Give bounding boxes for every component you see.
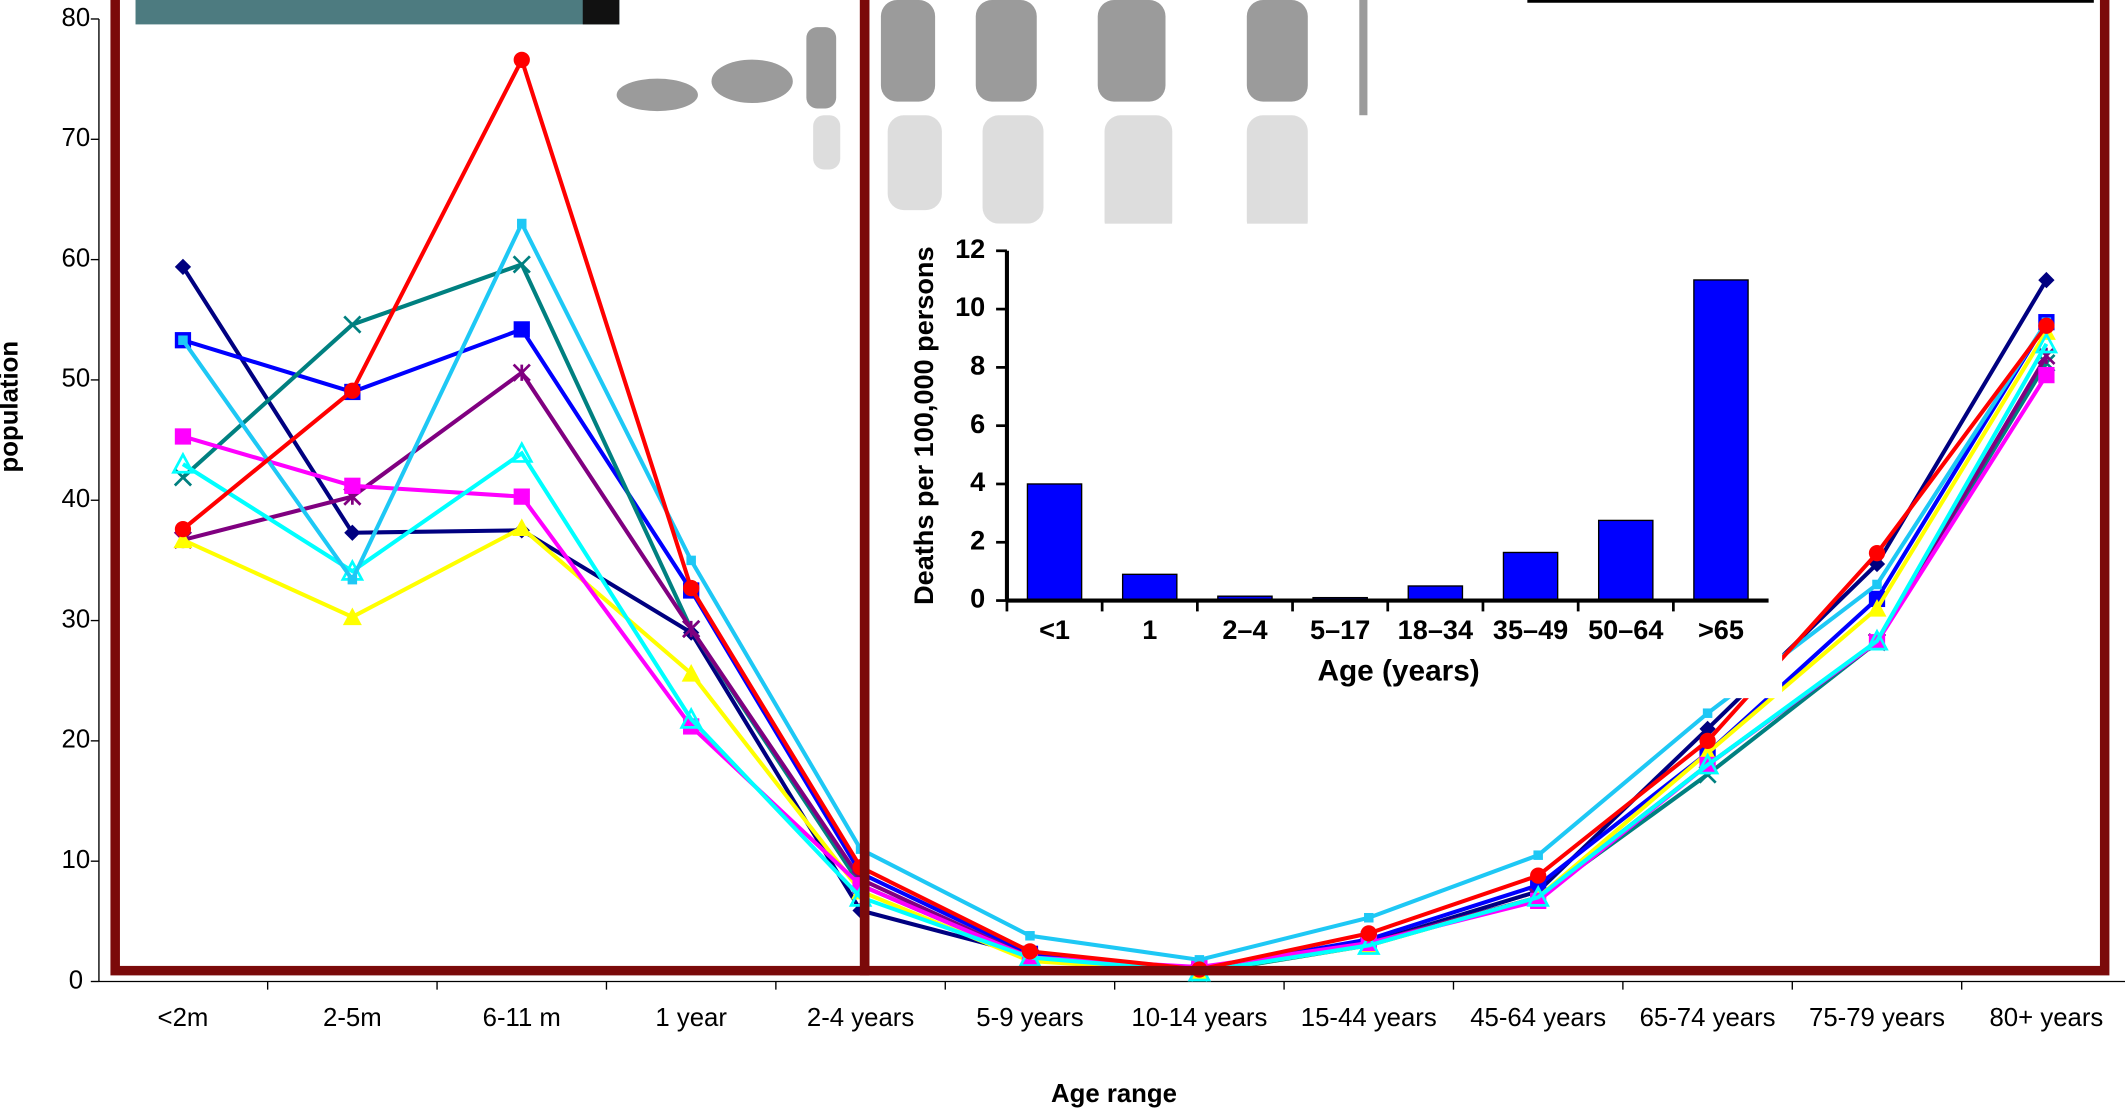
marker: [512, 518, 531, 536]
chart: 01020304050607080population<2m2-5m6-11 m…: [0, 0, 2125, 1113]
marker: [1361, 925, 1377, 941]
marker: [514, 52, 530, 68]
photo-edge: [583, 0, 620, 24]
photo: [136, 0, 620, 24]
highlight-frame: [115, 0, 864, 971]
x-tick-label: 10-14 years: [1131, 1004, 1267, 1032]
marker: [343, 607, 362, 625]
x-tick-label: 2–4: [1222, 614, 1267, 645]
y-axis-label: population: [0, 341, 24, 473]
bar: [1694, 280, 1748, 601]
x-tick-label: 18–34: [1398, 614, 1473, 645]
marker: [2038, 367, 2054, 383]
bar: [1123, 574, 1177, 600]
marker: [175, 428, 191, 444]
marker: [1530, 867, 1546, 883]
x-tick-label: <2m: [158, 1004, 209, 1032]
y-tick-label: 2: [970, 524, 985, 555]
marker: [344, 478, 360, 494]
bar: [1599, 520, 1653, 600]
marker: [348, 575, 357, 584]
x-tick-label: 75-79 years: [1809, 1004, 1945, 1032]
marker: [344, 383, 360, 399]
y-tick-label: 0: [69, 966, 83, 994]
x-tick-label: 2-4 years: [807, 1004, 914, 1032]
bar: [1027, 484, 1081, 601]
y-tick-label: 8: [970, 350, 985, 381]
y-tick-label: 4: [970, 466, 985, 497]
x-tick-label: 50–64: [1588, 614, 1663, 645]
marker: [1703, 708, 1712, 717]
bar: [1503, 552, 1557, 600]
y-tick-label: 10: [62, 846, 91, 874]
y-tick-label: 40: [62, 485, 91, 513]
page: 01020304050607080population<2m2-5m6-11 m…: [0, 0, 2125, 1113]
x-axis-label: Age (years): [1317, 654, 1479, 687]
y-tick-label: 50: [62, 365, 91, 393]
y-tick-label: 30: [62, 605, 91, 633]
marker: [517, 219, 526, 228]
x-tick-label: 45-64 years: [1470, 1004, 1606, 1032]
x-tick-label: 35–49: [1493, 614, 1568, 645]
marker: [1364, 913, 1373, 922]
x-tick-label: 2-5m: [323, 1004, 382, 1032]
marker: [2038, 318, 2054, 334]
marker: [1022, 943, 1038, 959]
x-tick-label: 5–17: [1310, 614, 1370, 645]
x-tick-label: 80+ years: [1989, 1004, 2103, 1032]
marker: [1699, 733, 1715, 749]
marker: [1869, 545, 1885, 561]
y-tick-label: 6: [970, 408, 985, 439]
x-tick-label: 1: [1142, 614, 1157, 645]
silhouette-reflections: [813, 115, 1308, 237]
x-tick-label: 65-74 years: [1640, 1004, 1776, 1032]
x-tick-label: >65: [1698, 614, 1744, 645]
marker: [514, 365, 530, 381]
marker: [173, 455, 192, 473]
marker: [178, 335, 187, 344]
marker: [686, 556, 695, 565]
marker: [514, 488, 530, 504]
marker: [1025, 931, 1034, 940]
x-tick-label: 5-9 years: [976, 1004, 1083, 1032]
x-tick-label: 1 year: [655, 1004, 727, 1032]
marker: [1872, 580, 1881, 589]
marker: [514, 321, 530, 337]
x-tick-label: 6-11 m: [483, 1004, 561, 1032]
marker: [175, 521, 191, 537]
y-tick-label: 70: [62, 124, 91, 152]
x-tick-label: <1: [1039, 614, 1070, 645]
y-axis-label: Deaths per 100,000 persons: [908, 246, 939, 604]
x-axis-label: Age range: [1051, 1080, 1177, 1108]
y-tick-label: 60: [62, 244, 91, 272]
y-tick-label: 10: [955, 291, 985, 322]
silhouettes: [617, 0, 1368, 115]
y-tick-label: 20: [62, 726, 91, 754]
marker: [683, 580, 699, 596]
inset-chart: 0 2 4 6 8 10 12 <1 1 2–4 5–17 18–34 35–49 50–64 >65 Age…: [894, 224, 1782, 698]
y-tick-label: 12: [955, 233, 985, 264]
y-tick-label: 80: [62, 4, 91, 32]
x-tick-label: 15-44 years: [1301, 1004, 1437, 1032]
y-tick-label: 0: [970, 583, 985, 614]
bar: [1408, 586, 1462, 601]
marker: [1533, 850, 1542, 859]
